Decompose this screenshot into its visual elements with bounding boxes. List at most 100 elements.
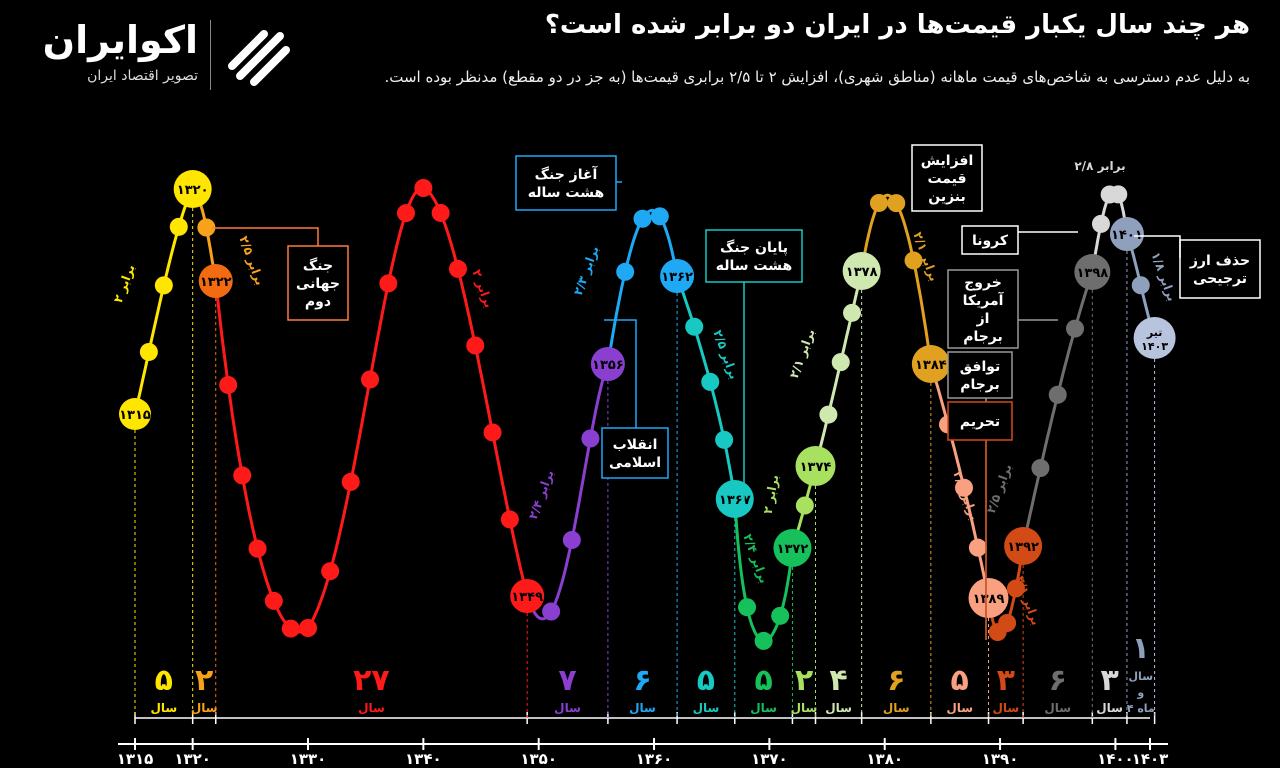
annotation-frame	[947, 269, 1019, 349]
chart-title: هر چند سال یکبار قیمت‌ها در ایران دو برا…	[544, 10, 1250, 40]
year-bubble-label: ۱۳۱۵	[119, 408, 151, 423]
x-tick-label: ۱۳۹۰	[982, 750, 1019, 768]
data-point	[233, 466, 252, 485]
data-point	[616, 262, 635, 281]
year-bubble-label: ۱۳۵۶	[592, 358, 624, 373]
year-bubble	[590, 347, 625, 381]
period-unit: سال	[629, 701, 656, 715]
logo-divider	[210, 20, 211, 90]
period-unit: سال	[191, 701, 218, 715]
data-point	[754, 631, 773, 650]
annotation-frame	[947, 401, 1013, 441]
annotation-text: جنگ	[303, 257, 333, 274]
year-bubble-label: ۱۳۷۴	[800, 460, 832, 475]
data-point	[264, 591, 283, 610]
data-point	[843, 303, 862, 322]
period-unit: سال	[358, 701, 385, 715]
period-years: ۲۷	[353, 663, 390, 698]
x-tick-label: ۱۳۸۰	[866, 750, 903, 768]
annotation-frame	[1179, 239, 1261, 299]
period-years: ۷	[558, 663, 576, 698]
x-tick-label: ۱۳۲۰	[174, 750, 211, 768]
period-multiplier: ۲/۴ برابر	[526, 468, 557, 521]
annotation-text: تحریم	[960, 414, 1000, 430]
period-unit: سال	[150, 701, 177, 715]
period-multiplier: ۲/۱ برابر	[787, 327, 818, 380]
period-multiplier: ۲ برابر	[761, 474, 782, 515]
annotation-box: تحریم	[947, 401, 1013, 640]
annotation-frame	[947, 351, 1013, 399]
data-point	[904, 251, 923, 270]
year-bubble	[842, 252, 881, 290]
annotation-text: خروج	[964, 275, 1002, 291]
annotation-text: اسلامی	[609, 455, 661, 471]
year-bubble-label: ۱۳۴۹	[511, 590, 543, 605]
data-point	[500, 510, 519, 529]
data-point	[701, 372, 720, 391]
period-series-1398	[1090, 185, 1129, 273]
period-years: ۳	[1100, 663, 1118, 698]
year-bubble-label: ۱۳۲۰	[177, 183, 209, 198]
period-years: ۱	[1132, 631, 1150, 666]
year-bubble	[1004, 527, 1043, 565]
data-point	[1048, 385, 1067, 404]
data-point	[154, 276, 173, 295]
data-point	[396, 204, 415, 223]
data-point	[1031, 459, 1050, 478]
year-bubble	[198, 264, 233, 298]
period-unit: ۴ ماه	[1127, 702, 1155, 715]
data-point	[715, 430, 734, 449]
data-point	[414, 179, 433, 197]
period-unit: سال	[992, 701, 1019, 715]
annotation-text: افزایش	[921, 153, 974, 169]
year-bubble-label: ۱۴۰۳	[1141, 340, 1168, 353]
annotation-box: کرونا	[961, 225, 1078, 255]
period-years: ۲	[795, 663, 813, 698]
period-unit: سال	[825, 701, 852, 715]
period-multiplier: ۲/۵ برابر	[984, 462, 1015, 515]
data-point	[1131, 276, 1150, 295]
series-line	[214, 186, 529, 634]
period-multiplier: ۲/۵ برابر	[710, 328, 741, 381]
data-point	[169, 217, 188, 236]
annotation-frame	[911, 144, 983, 212]
x-tick-label: ۱۳۵۰	[520, 750, 557, 768]
data-point	[139, 342, 158, 361]
ecoiran-swoosh-icon	[228, 30, 290, 86]
data-point	[819, 405, 838, 424]
period-years: ۶	[1049, 663, 1067, 698]
period-multiplier: ۱/۸ برابر	[1148, 250, 1179, 303]
year-bubble	[1074, 254, 1111, 290]
annotation-box: آغاز جنگ هشت ساله	[515, 155, 622, 211]
period-unit: سال	[791, 701, 818, 715]
annotation-box: جنگ جهانی دوم	[212, 227, 349, 321]
annotation-leader	[604, 319, 637, 428]
year-bubble	[173, 170, 212, 208]
x-tick-label: ۱۳۳۰	[290, 750, 327, 768]
data-point	[1066, 319, 1085, 338]
period-series-1367	[733, 498, 794, 650]
period-unit: سال	[1044, 701, 1071, 715]
period-years: ۵	[697, 663, 715, 698]
period-series-1362	[675, 275, 737, 500]
period-years: ۲	[195, 663, 213, 698]
annotation-text: کرونا	[972, 233, 1009, 249]
annotation-text: برجام	[963, 329, 1003, 345]
period-years: ۶	[633, 663, 651, 698]
data-point	[581, 429, 600, 448]
year-bubble	[968, 578, 1009, 618]
annotation-text: توافق	[960, 359, 1001, 375]
data-point	[1006, 579, 1025, 598]
period-unit: سال	[693, 701, 720, 715]
data-point	[738, 598, 757, 617]
x-tick-label: ۱۳۴۰	[405, 750, 442, 768]
period-years: ۵	[951, 663, 969, 698]
annotation-text: پایان جنگ	[720, 239, 788, 256]
brand-tagline: تصویر اقتصاد ایران	[87, 68, 198, 84]
data-point	[483, 423, 502, 442]
annotation-leader	[1134, 235, 1181, 258]
x-tick-label: ۱۳۶۰	[636, 750, 673, 768]
x-tick-label: ۱۴۰۰	[1097, 750, 1134, 768]
year-bubble-label: ۱۳۶۷	[719, 493, 751, 508]
